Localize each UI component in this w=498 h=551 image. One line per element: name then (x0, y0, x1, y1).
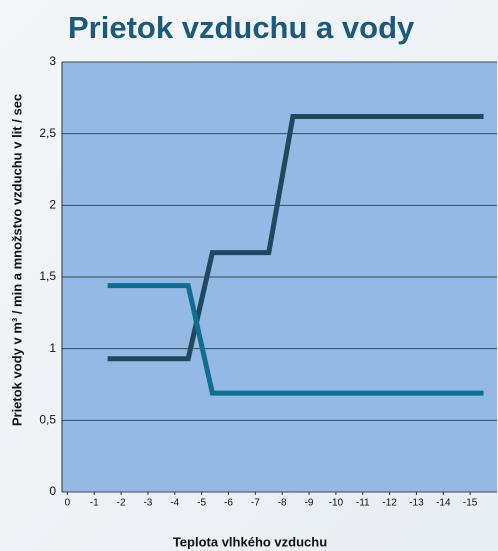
y-tick-label: 0,5 (39, 413, 56, 427)
x-tick-label: -4 (170, 498, 179, 509)
x-tick-label: -14 (436, 498, 451, 509)
x-tick-label: -9 (305, 498, 314, 509)
x-tick-label: -12 (382, 498, 397, 509)
x-tick-label: -2 (117, 498, 126, 509)
y-tick-label: 2 (49, 198, 56, 212)
x-tick-label: -7 (251, 498, 260, 509)
y-tick-label: 3 (49, 54, 56, 68)
y-tick-label: 1,5 (39, 269, 56, 283)
x-tick-label: 0 (65, 498, 71, 509)
x-tick-label: -13 (409, 498, 424, 509)
y-axis-label: Prietok vody v m³ / min a množstvo vzduc… (9, 94, 24, 426)
x-axis-label: Teplota vlhkého vzduchu (173, 534, 327, 549)
x-tick-label: -1 (90, 498, 99, 509)
x-tick-label: -10 (329, 498, 344, 509)
x-tick-label: -5 (197, 498, 206, 509)
y-tick-label: 2,5 (39, 126, 56, 140)
x-tick-label: -8 (278, 498, 287, 509)
x-tick-label: -11 (356, 498, 370, 509)
chart: Prietok vzduchu a vody Teplota vlhkého v… (0, 0, 498, 551)
x-tick-label: -3 (143, 498, 152, 509)
chart-title: Prietok vzduchu a vody (68, 10, 415, 45)
x-tick-label: -15 (463, 498, 478, 509)
x-tick-label: -6 (224, 498, 233, 509)
y-tick-label: 0 (49, 484, 56, 498)
y-tick-label: 1 (49, 341, 56, 355)
